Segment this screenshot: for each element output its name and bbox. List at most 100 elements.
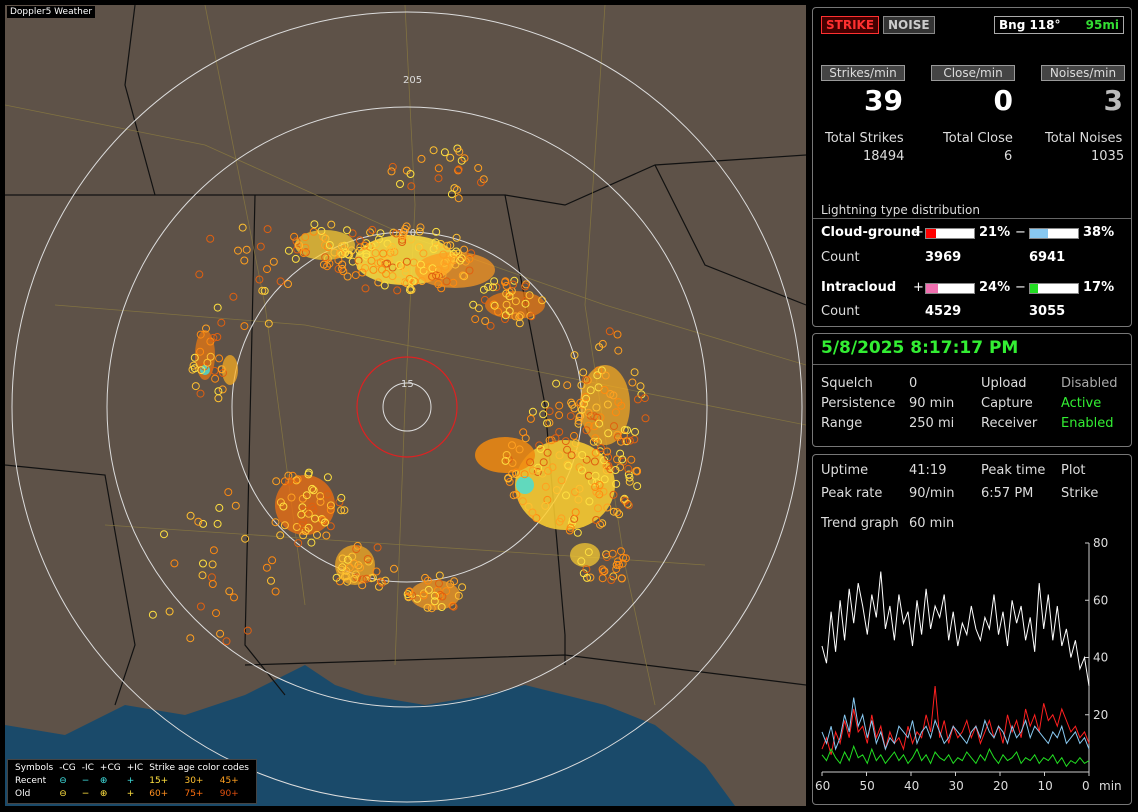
strike-marker	[575, 484, 584, 493]
strike-marker	[600, 475, 609, 484]
strike-marker	[452, 233, 461, 242]
upload-label: Upload	[981, 376, 1027, 391]
distance-value: 95mi	[1085, 18, 1119, 32]
strike-marker	[309, 227, 318, 236]
strike-marker	[212, 609, 220, 618]
squelch-value: 0	[909, 376, 918, 391]
strike-marker	[451, 260, 460, 269]
strike-marker	[619, 431, 628, 440]
ic-positive-fill	[926, 284, 938, 293]
bearing-value: Bng 118°	[999, 18, 1061, 32]
strike-marker	[627, 455, 636, 464]
map-canvas: 205 110 15	[5, 5, 806, 806]
ic-negative-bar	[1029, 283, 1079, 294]
strike-marker	[354, 561, 363, 570]
strike-marker	[458, 583, 467, 592]
strike-marker	[394, 276, 403, 285]
strike-marker	[439, 250, 448, 259]
strike-marker	[582, 375, 591, 384]
ic-minus-sign: −	[1015, 280, 1026, 295]
uptime-label: Uptime	[821, 463, 869, 478]
strike-marker	[541, 482, 550, 491]
noise-button[interactable]: NOISE	[883, 16, 935, 34]
strike-marker	[326, 505, 335, 514]
strike-marker	[446, 153, 455, 162]
strike-marker	[567, 398, 576, 407]
strike-marker	[545, 418, 554, 427]
strike-marker	[402, 257, 411, 266]
strike-marker	[340, 506, 349, 515]
total-noises-value: 1035	[1091, 149, 1125, 164]
strike-marker	[345, 563, 354, 572]
strike-marker	[280, 521, 289, 530]
strike-marker	[191, 382, 200, 391]
strike-button[interactable]: STRIKE	[821, 16, 880, 34]
strike-marker	[267, 576, 275, 585]
total-close-value: 6	[1004, 149, 1013, 164]
strike-marker	[598, 565, 607, 574]
trend-series-line	[821, 697, 1090, 751]
trend-series-line	[821, 686, 1090, 755]
strike-marker	[589, 437, 598, 446]
strike-marker	[613, 508, 622, 517]
roads	[5, 5, 806, 706]
strike-marker	[343, 555, 352, 564]
cg-negative-bar	[1029, 228, 1079, 239]
strike-marker	[591, 448, 600, 457]
strike-marker	[578, 451, 587, 459]
strike-marker	[570, 404, 579, 413]
strike-marker	[539, 410, 548, 419]
strike-marker	[406, 170, 415, 178]
strike-marker	[325, 259, 334, 268]
plot-value[interactable]: Strike	[1061, 486, 1099, 501]
strike-marker	[571, 508, 580, 517]
strike-marker	[603, 400, 612, 409]
strike-marker	[213, 519, 222, 528]
strike-marker	[343, 226, 351, 235]
strike-marker	[631, 427, 639, 436]
strike-marker	[284, 246, 293, 255]
strike-marker	[196, 389, 205, 398]
strike-marker	[593, 413, 602, 422]
strike-marker	[536, 445, 545, 453]
strike-marker	[520, 470, 529, 479]
strike-marker	[417, 154, 426, 163]
close-per-min-value: 0	[993, 84, 1013, 117]
strike-marker	[526, 458, 535, 467]
strike-marker	[502, 451, 511, 459]
lightning-map[interactable]: 205 110 15 Doppler5 Weather Symbols	[5, 5, 806, 806]
close-per-min-header: Close/min	[931, 65, 1015, 81]
y-tick-label: 20	[1093, 708, 1108, 722]
y-tick-label: 60	[1093, 593, 1108, 607]
trend-series-line	[821, 571, 1090, 687]
strike-marker	[594, 504, 602, 513]
strike-marker	[630, 435, 639, 444]
strike-marker	[505, 307, 514, 315]
strike-marker	[596, 413, 605, 422]
strike-marker	[526, 414, 535, 423]
strike-marker	[624, 464, 633, 473]
range-value: 250 mi	[909, 416, 955, 431]
age-45: 45+	[219, 776, 239, 786]
strike-marker	[446, 241, 455, 250]
strike-marker	[401, 263, 410, 272]
strike-marker	[577, 557, 586, 566]
strike-marker	[376, 229, 385, 238]
strike-marker	[390, 564, 398, 573]
strike-marker	[625, 473, 634, 482]
strike-marker	[371, 240, 380, 249]
strike-marker	[557, 476, 566, 485]
strike-marker	[198, 571, 207, 580]
old-pos-cg-icon: ⊕	[99, 789, 108, 799]
total-noises-label: Total Noises	[1045, 131, 1123, 146]
strike-marker	[454, 591, 463, 600]
strike-marker	[351, 271, 360, 280]
strike-marker	[583, 573, 591, 582]
strike-marker	[203, 358, 212, 367]
strike-marker	[216, 629, 225, 638]
strike-marker	[330, 248, 339, 257]
strike-marker	[501, 456, 510, 465]
strike-marker	[360, 241, 369, 250]
strike-marker	[350, 574, 359, 583]
strike-marker	[335, 249, 344, 258]
